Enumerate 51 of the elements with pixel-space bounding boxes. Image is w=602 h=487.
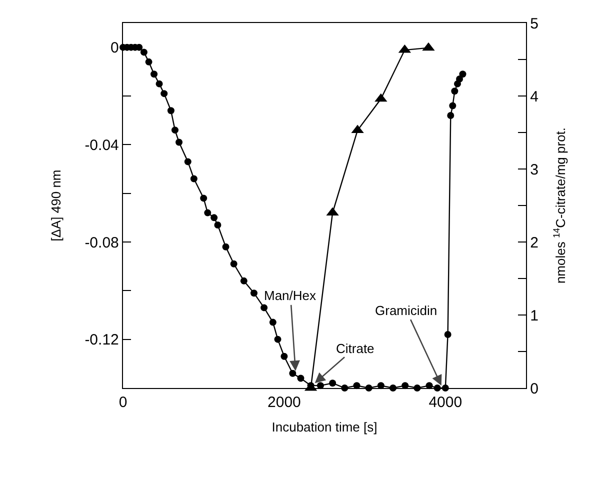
- y2-tick-label: 3: [530, 161, 538, 178]
- y2-tick-label: 0: [530, 380, 538, 398]
- point: [240, 277, 248, 284]
- point: [210, 214, 218, 222]
- point: [289, 370, 296, 377]
- point: [274, 336, 282, 343]
- y2-tick-label: 4: [530, 88, 538, 106]
- point: [167, 107, 174, 114]
- y-tick-label: 0: [110, 40, 119, 57]
- point: [316, 382, 324, 390]
- point: [297, 374, 304, 382]
- point: [456, 75, 464, 82]
- y2-tick-label: 1: [530, 307, 538, 324]
- point: [171, 126, 178, 134]
- x-axis-title: Incubation time [s]: [272, 420, 378, 435]
- point: [190, 175, 198, 182]
- y2-tick-label: 2: [530, 234, 538, 252]
- y2-tick-label: 5: [530, 15, 538, 32]
- annotation: Man/Hex: [264, 288, 317, 303]
- point: [459, 70, 466, 78]
- point: [214, 221, 222, 228]
- x-tick-label: 4000: [428, 394, 462, 412]
- point: [230, 260, 238, 268]
- point: [444, 330, 452, 338]
- point: [145, 58, 152, 66]
- point: [402, 382, 409, 390]
- point: [176, 138, 183, 146]
- point: [280, 352, 288, 360]
- point: [160, 90, 168, 98]
- x-tick-label: 2000: [268, 394, 301, 412]
- y-tick-label: -0.12: [84, 332, 119, 349]
- point: [451, 88, 458, 95]
- point: [269, 318, 276, 326]
- point: [447, 112, 454, 119]
- point: [449, 102, 456, 110]
- y-axis-title: [ΔA] 490 nm: [48, 170, 64, 242]
- point: [377, 382, 384, 390]
- annotation: Citrate: [336, 341, 374, 356]
- point: [140, 48, 148, 56]
- point: [260, 304, 268, 312]
- y-tick-label: -0.04: [84, 136, 119, 154]
- point: [200, 194, 208, 202]
- point: [184, 158, 192, 166]
- annotation: Gramicidin: [375, 303, 438, 318]
- point: [222, 243, 230, 250]
- point: [204, 209, 212, 216]
- point: [250, 290, 258, 297]
- point: [150, 70, 158, 78]
- point: [329, 380, 336, 387]
- point: [156, 80, 163, 88]
- y-tick-label: -0.08: [84, 234, 119, 252]
